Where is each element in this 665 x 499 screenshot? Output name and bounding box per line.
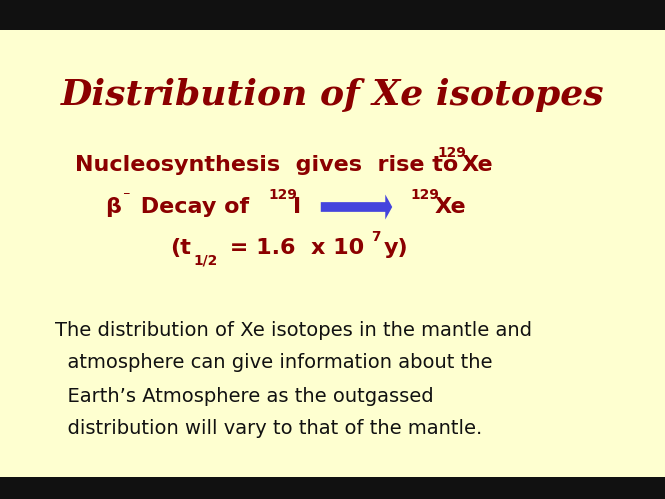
Text: Distribution of Xe isotopes: Distribution of Xe isotopes <box>61 78 604 112</box>
Text: Xe: Xe <box>435 197 467 217</box>
Text: 1/2: 1/2 <box>193 253 217 267</box>
Text: 7: 7 <box>371 230 380 244</box>
Text: β: β <box>105 197 121 217</box>
Text: = 1.6  x 10: = 1.6 x 10 <box>222 238 364 258</box>
Text: distribution will vary to that of the mantle.: distribution will vary to that of the ma… <box>55 420 482 439</box>
Bar <box>0 477 665 499</box>
Text: Earth’s Atmosphere as the outgassed: Earth’s Atmosphere as the outgassed <box>55 387 434 406</box>
Text: y): y) <box>384 238 408 258</box>
Text: (t: (t <box>170 238 191 258</box>
Text: I: I <box>293 197 301 217</box>
Text: The distribution of Xe isotopes in the mantle and: The distribution of Xe isotopes in the m… <box>55 320 532 339</box>
Text: ⁻: ⁻ <box>122 189 130 203</box>
Text: Xe: Xe <box>462 155 493 175</box>
Text: 129: 129 <box>410 188 439 202</box>
Text: Decay of: Decay of <box>133 197 257 217</box>
Text: atmosphere can give information about the: atmosphere can give information about th… <box>55 353 493 372</box>
Text: 129: 129 <box>268 188 297 202</box>
Text: 129: 129 <box>437 146 466 160</box>
Text: Nucleosynthesis  gives  rise to: Nucleosynthesis gives rise to <box>75 155 466 175</box>
Bar <box>0 0 665 30</box>
